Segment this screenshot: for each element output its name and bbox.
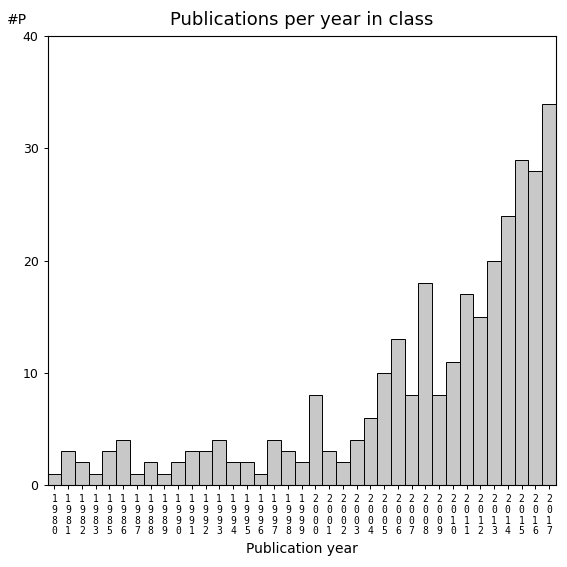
- Bar: [322, 451, 336, 485]
- Bar: [460, 294, 473, 485]
- Title: Publications per year in class: Publications per year in class: [170, 11, 433, 29]
- Bar: [48, 473, 61, 485]
- Bar: [185, 451, 198, 485]
- Bar: [158, 473, 171, 485]
- Bar: [240, 463, 253, 485]
- Bar: [515, 159, 528, 485]
- Bar: [103, 451, 116, 485]
- Bar: [226, 463, 240, 485]
- Y-axis label: #P: #P: [7, 13, 27, 27]
- Bar: [61, 451, 75, 485]
- Bar: [336, 463, 350, 485]
- Bar: [75, 463, 89, 485]
- Bar: [198, 451, 213, 485]
- Bar: [268, 440, 281, 485]
- Bar: [281, 451, 295, 485]
- Bar: [363, 418, 377, 485]
- Bar: [213, 440, 226, 485]
- Bar: [89, 473, 103, 485]
- Bar: [528, 171, 542, 485]
- Bar: [377, 373, 391, 485]
- Bar: [391, 339, 405, 485]
- Bar: [542, 104, 556, 485]
- Bar: [116, 440, 130, 485]
- Bar: [432, 395, 446, 485]
- Bar: [473, 316, 487, 485]
- Bar: [295, 463, 308, 485]
- Bar: [130, 473, 143, 485]
- X-axis label: Publication year: Publication year: [246, 542, 358, 556]
- Bar: [350, 440, 363, 485]
- Bar: [487, 261, 501, 485]
- Bar: [418, 283, 432, 485]
- Bar: [253, 473, 268, 485]
- Bar: [143, 463, 158, 485]
- Bar: [171, 463, 185, 485]
- Bar: [308, 395, 322, 485]
- Bar: [405, 395, 418, 485]
- Bar: [446, 362, 460, 485]
- Bar: [501, 215, 515, 485]
